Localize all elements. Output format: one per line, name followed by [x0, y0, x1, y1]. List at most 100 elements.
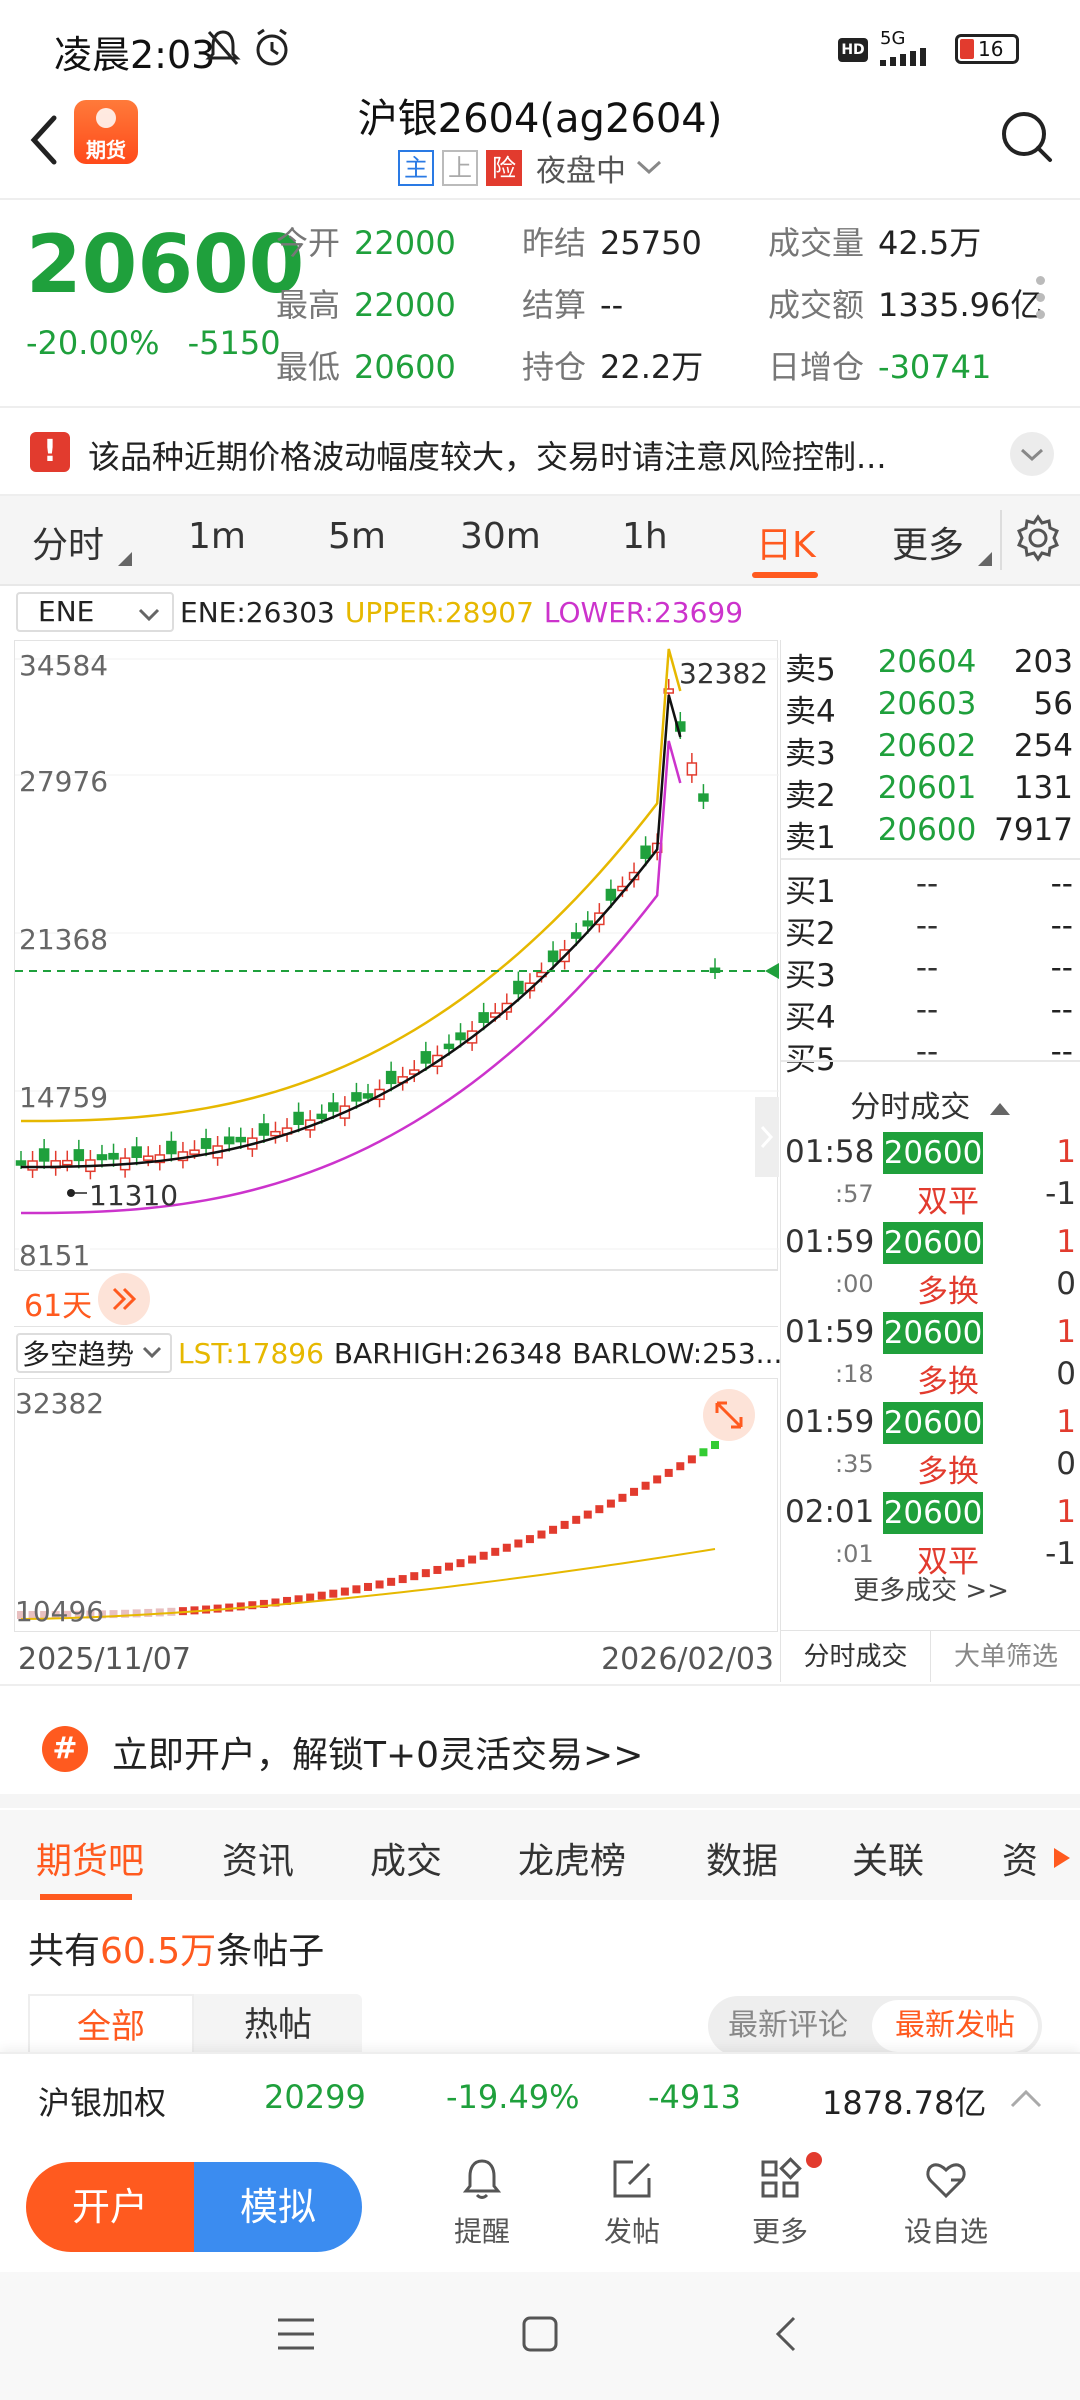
tab-related[interactable]: 关联 — [852, 1841, 925, 1882]
tick-volume: 1 — [1056, 1224, 1076, 1260]
level-label: 买1 — [785, 874, 836, 910]
triangle-right-icon[interactable] — [1052, 1846, 1072, 1870]
risk-notice[interactable]: ! 该品种近期价格波动幅度较大，交易时请注意风险控制... — [0, 406, 1080, 496]
trend-bar — [340, 1587, 349, 1596]
tab-1m[interactable]: 1m — [188, 516, 246, 557]
kline-chart[interactable]: 34584 27976 21368 14759 8151 32382 11310 — [14, 640, 779, 1272]
simulate-button[interactable]: 模拟 — [194, 2162, 362, 2252]
filter-all[interactable]: 全部 — [28, 1994, 194, 2058]
ene-lower-value: LOWER:23699 — [543, 596, 744, 629]
home-icon[interactable] — [522, 2316, 558, 2352]
open-account-button[interactable]: 开户 — [26, 2162, 194, 2252]
ene-mid-line — [20, 694, 682, 1169]
ask-level[interactable]: 卖1 20600 7917 — [785, 812, 1077, 856]
search-icon[interactable] — [998, 108, 1054, 164]
bid-level[interactable]: 买3 -- -- — [785, 950, 1077, 994]
header: 期货 沪银2604(ag2604) 主 上 险 夜盘中 — [0, 80, 1080, 198]
filter-hot[interactable]: 热帖 — [244, 2005, 312, 2045]
tab-data[interactable]: 数据 — [706, 1841, 779, 1882]
level-volume: 7917 — [994, 812, 1073, 848]
big-order-tab[interactable]: 大单筛选 — [931, 1630, 1080, 1682]
remind-button[interactable]: 提醒 — [422, 2156, 542, 2250]
trend-bar — [502, 1543, 511, 1552]
fast-forward-button[interactable] — [98, 1273, 150, 1325]
chevron-down-icon[interactable] — [634, 158, 664, 178]
candle — [582, 920, 594, 927]
candle — [698, 793, 709, 802]
tab-daily-k[interactable]: 日K — [756, 525, 816, 566]
order-book: 卖5 20604 203 卖4 20603 56 卖3 20602 254 卖2 20601 131 卖… — [780, 640, 1080, 1682]
chevron-up-icon[interactable] — [1010, 2088, 1042, 2108]
days-row: 61天 — [14, 1270, 778, 1325]
trend-bar — [491, 1547, 500, 1556]
tab-funds[interactable]: 资 — [1002, 1841, 1039, 1882]
tick-oi-change: 0 — [1056, 1266, 1076, 1302]
ask-level[interactable]: 卖5 20604 203 — [785, 644, 1077, 688]
index-pct: -19.49% — [446, 2078, 580, 2116]
back-icon[interactable] — [770, 2314, 800, 2354]
tab-forum[interactable]: 期货吧 — [36, 1841, 145, 1882]
trend-bar — [213, 1604, 222, 1613]
tab-30m[interactable]: 30m — [460, 516, 541, 557]
battery-icon: 16 — [955, 34, 1019, 64]
tab-intraday[interactable]: 分时 — [32, 525, 105, 566]
bid-level[interactable]: 买5 -- -- — [785, 1034, 1077, 1078]
level-volume: -- — [1050, 992, 1073, 1028]
indicator-select[interactable]: ENE — [16, 592, 174, 632]
sort-latest-post[interactable]: 最新发帖 — [872, 2000, 1038, 2052]
tab-rankings[interactable]: 龙虎榜 — [518, 1841, 627, 1882]
trend-chart[interactable]: 32382 10496 — [14, 1378, 778, 1632]
trend-bar — [711, 1441, 719, 1449]
more-dots-icon[interactable] — [1036, 276, 1046, 327]
ticks-header[interactable]: 分时成交 — [781, 1082, 1080, 1126]
trend-bar — [630, 1487, 639, 1496]
sort-latest-comment[interactable]: 最新评论 — [728, 2008, 848, 2043]
tab-5m[interactable]: 5m — [328, 516, 386, 557]
index-price: 20299 — [264, 2078, 366, 2116]
chevron-down-icon — [1020, 448, 1044, 462]
quote-stat: 持仓 22.2万 — [522, 342, 703, 388]
trend-bar — [248, 1601, 257, 1610]
bid-level[interactable]: 买2 -- -- — [785, 908, 1077, 952]
ask-level[interactable]: 卖2 20601 131 — [785, 770, 1077, 814]
more-ticks-link[interactable]: 更多成交 >> — [853, 1576, 1009, 1606]
expand-right-handle[interactable] — [755, 1097, 779, 1177]
ask-level[interactable]: 卖4 20603 56 — [785, 686, 1077, 730]
open-account-banner[interactable]: # 立即开户，解锁T+0灵活交易>> — [0, 1684, 1080, 1808]
menu-icon[interactable] — [276, 2316, 316, 2352]
tab-news[interactable]: 资讯 — [222, 1841, 295, 1882]
corner-triangle-icon — [118, 552, 132, 566]
price-change: -20.00% -5150 — [26, 324, 281, 362]
tab-trades[interactable]: 成交 — [370, 1841, 443, 1882]
trend-bar — [190, 1606, 199, 1615]
level-volume: -- — [1050, 866, 1073, 902]
quote-stat-value: 22.2万 — [600, 348, 704, 386]
tab-1h[interactable]: 1h — [622, 516, 668, 557]
notice-text: 该品种近期价格波动幅度较大，交易时请注意风险控制... — [88, 438, 887, 476]
bid-level[interactable]: 买1 -- -- — [785, 866, 1077, 910]
status-time: 凌晨2:03 — [54, 33, 216, 77]
active-tab-indicator — [40, 1894, 132, 1900]
ticks-tab[interactable]: 分时成交 — [781, 1630, 931, 1682]
trend-bar — [641, 1481, 650, 1490]
tab-more[interactable]: 更多 — [892, 525, 965, 566]
weighted-index-bar[interactable]: 沪银加权 20299 -19.49% -4913 1878.78亿 — [0, 2052, 1080, 2142]
more-button[interactable]: 更多 — [720, 2156, 840, 2250]
trend-bar — [468, 1555, 477, 1564]
fullscreen-button[interactable] — [703, 1389, 755, 1441]
banner-text: 立即开户，解锁T+0灵活交易>> — [112, 1735, 644, 1776]
tick-time: 01:59 — [785, 1314, 875, 1350]
bid-level[interactable]: 买4 -- -- — [785, 992, 1077, 1036]
session-label[interactable]: 夜盘中 — [536, 154, 626, 189]
sub-indicator-select[interactable]: 多空趋势 — [16, 1333, 172, 1373]
add-watchlist-button[interactable]: 设自选 — [886, 2156, 1006, 2250]
quote-stat-label: 持仓 — [522, 348, 587, 386]
expand-notice-button[interactable] — [1010, 432, 1054, 476]
back-arrow-icon[interactable] — [22, 110, 66, 170]
exchange-tag: 上 — [442, 150, 478, 186]
gear-icon[interactable] — [1014, 514, 1062, 562]
quote-stat-value: 22000 — [354, 224, 456, 262]
barlow-value: BARLOW:253... — [572, 1337, 783, 1370]
post-button[interactable]: 发帖 — [572, 2156, 692, 2250]
ask-level[interactable]: 卖3 20602 254 — [785, 728, 1077, 772]
